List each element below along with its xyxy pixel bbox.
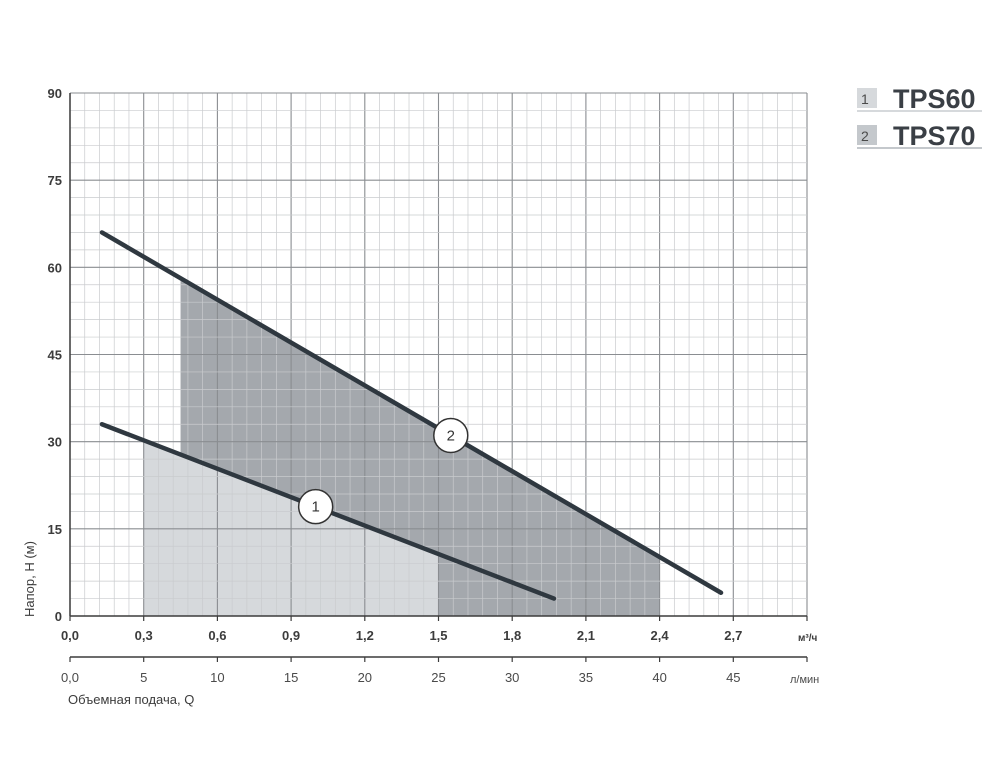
chart-axes — [69, 93, 808, 662]
x-tick-label-primary: 0,0 — [61, 628, 79, 643]
series-marker-label-2: 2 — [447, 427, 455, 444]
legend-divider-2 — [857, 147, 982, 149]
x-tick-label-primary: 1,8 — [503, 628, 521, 643]
x-axis-unit-primary: м³/ч — [798, 633, 818, 644]
series-marker-1 — [297, 488, 334, 525]
legend-number-1: 1 — [861, 91, 869, 107]
y-tick-label: 90 — [48, 86, 62, 101]
x-tick-label-secondary: 20 — [358, 670, 372, 685]
x-tick-label-secondary: 35 — [579, 670, 593, 685]
x-tick-label-secondary: 40 — [652, 670, 666, 685]
x-tick-label-secondary: 0,0 — [61, 670, 79, 685]
legend-swatch-2 — [857, 125, 877, 145]
y-axis-label: Напор, H (м) — [22, 541, 37, 617]
y-tick-label: 30 — [48, 435, 62, 450]
legend: 1 TPS60 2 TPS70 — [857, 84, 982, 151]
y-tick-label: 45 — [48, 348, 62, 363]
legend-swatch-1 — [857, 88, 877, 108]
x-tick-label-primary: 2,1 — [577, 628, 595, 643]
x-tick-label-secondary: 10 — [210, 670, 224, 685]
legend-name-2: TPS70 — [893, 121, 976, 151]
chart-grid — [69, 92, 808, 617]
x-tick-label-primary: 2,7 — [724, 628, 742, 643]
y-tick-label: 60 — [48, 260, 62, 275]
legend-item-tps60: 1 TPS60 — [857, 84, 982, 114]
x-tick-label-secondary: 25 — [431, 670, 445, 685]
x-tick-label-primary: 0,6 — [208, 628, 226, 643]
x-tick-label-primary: 1,5 — [429, 628, 447, 643]
legend-number-2: 2 — [861, 128, 869, 144]
x-tick-label-secondary: 5 — [140, 670, 147, 685]
series-marker-2 — [433, 417, 469, 454]
operating-areas — [143, 277, 660, 616]
x-tick-label-primary: 0,9 — [282, 628, 300, 643]
legend-divider-1 — [857, 110, 982, 112]
x-tick-label-secondary: 45 — [726, 670, 740, 685]
series-line-tps70 — [99, 230, 724, 596]
x-axis-label: Объемная подача, Q — [68, 692, 194, 707]
x-tick-label-secondary: 30 — [505, 670, 519, 685]
legend-name-1: TPS60 — [893, 84, 976, 114]
x-tick-label-primary: 2,4 — [651, 628, 670, 643]
x-axis-unit-secondary: л/мин — [790, 674, 819, 686]
y-tick-label: 15 — [48, 522, 62, 537]
series-marker-label-1: 1 — [311, 499, 319, 516]
series-lines: 12 — [99, 230, 724, 601]
x-tick-label-primary: 1,2 — [356, 628, 374, 643]
y-tick-label: 0 — [55, 609, 62, 624]
y-tick-label: 75 — [48, 173, 62, 188]
x-tick-label-secondary: 15 — [284, 670, 298, 685]
x-tick-label-primary: 0,3 — [135, 628, 153, 643]
legend-item-tps70: 2 TPS70 — [857, 121, 982, 151]
